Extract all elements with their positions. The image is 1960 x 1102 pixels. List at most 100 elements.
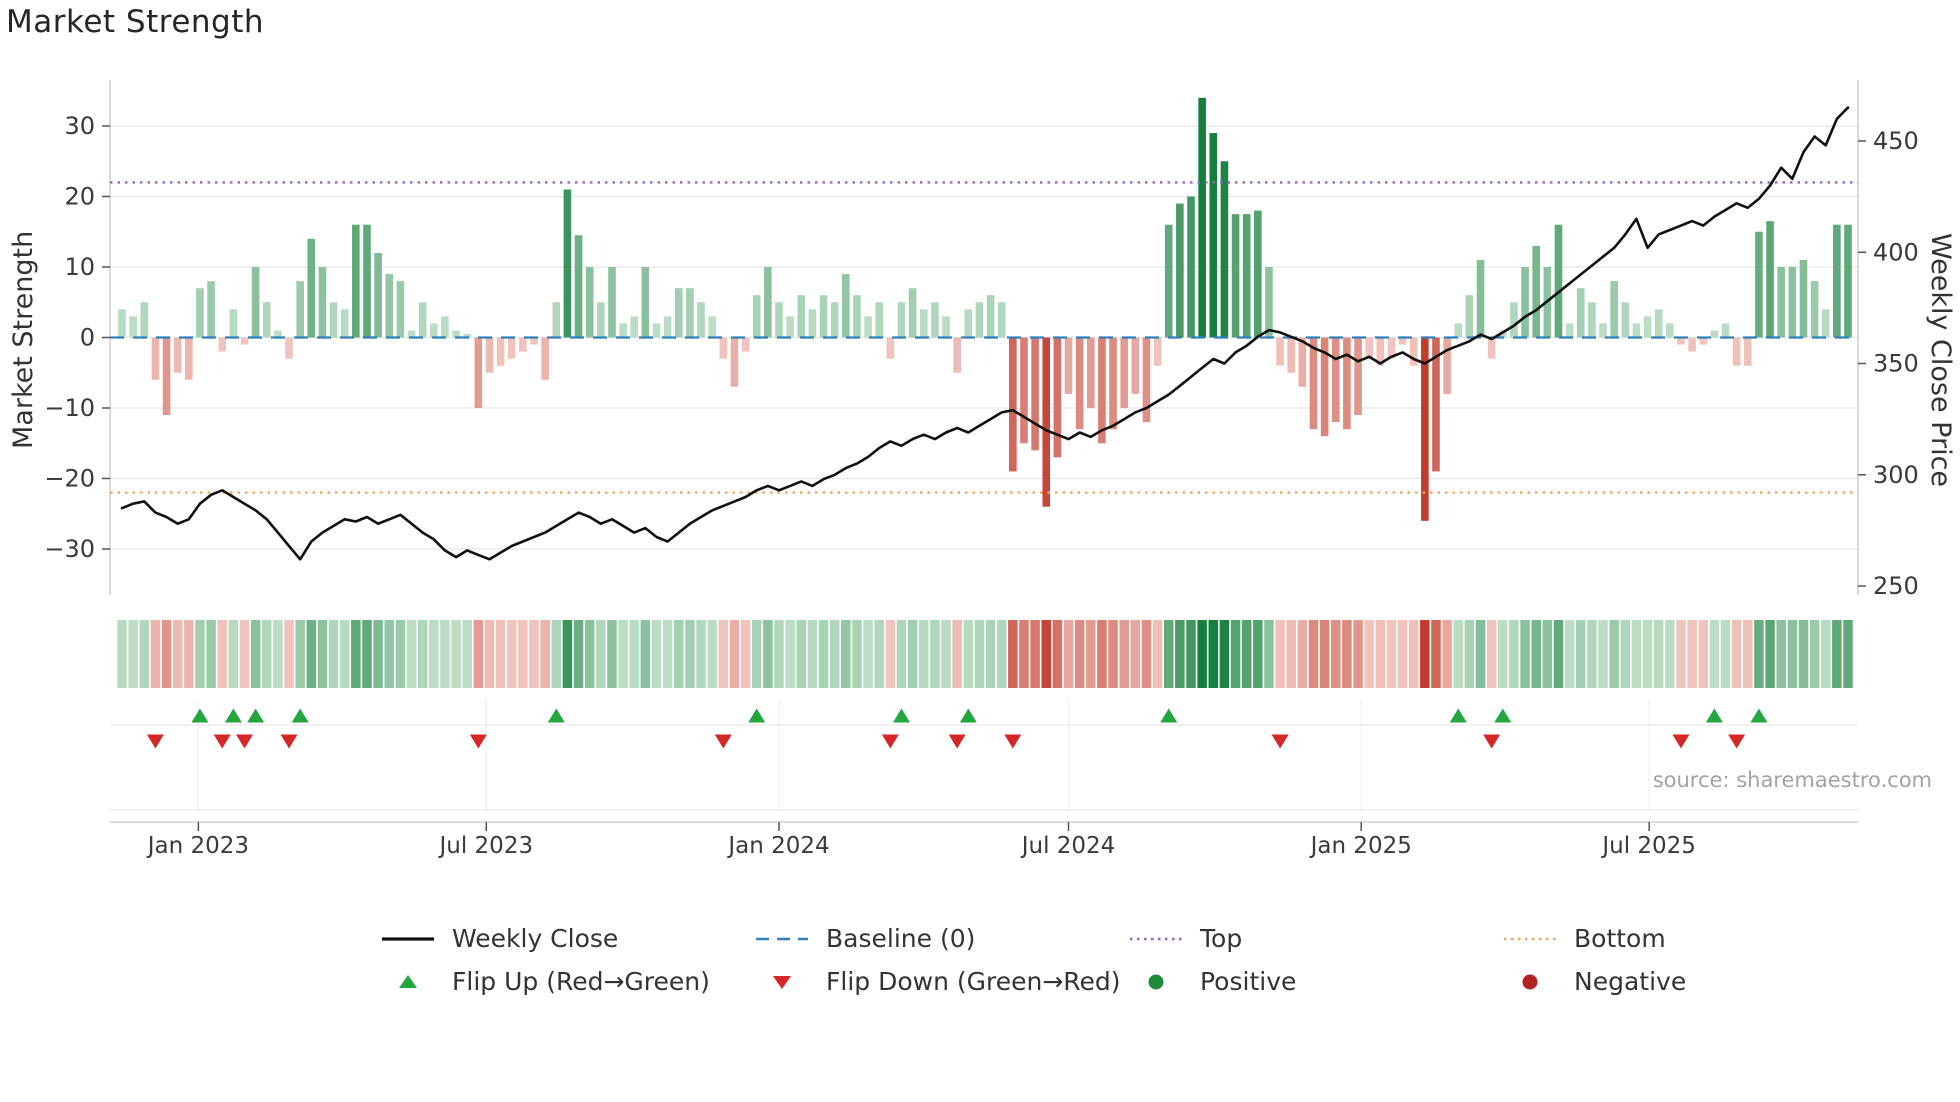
strength-bar [496,337,505,366]
heatmap-cell [863,620,873,688]
strength-bar [1209,133,1218,338]
heatmap-cell [1531,620,1541,688]
heatmap-cell [139,620,150,688]
left-tick-label: 20 [64,183,95,211]
strength-bar [1376,337,1385,366]
strength-bar [597,302,605,338]
heatmap-cell [351,620,361,688]
heatmap-cell [384,620,395,688]
flip-up-marker [892,708,910,723]
strength-bar [274,330,282,338]
x-tick-label: Jul 2025 [1600,833,1696,859]
flip-down-marker [1004,734,1022,749]
strength-bar [396,281,405,338]
x-tick-label: Jul 2023 [437,833,533,859]
strength-bar [285,337,293,359]
legend-item-positive: Positive [1128,967,1502,996]
strength-bar [942,316,950,338]
flip-down-marker [235,734,253,749]
x-tick-label: Jan 2025 [1309,833,1412,859]
legend-item-baseline: Baseline (0) [754,924,1128,953]
heatmap-cell [1698,620,1709,688]
heatmap-cell [941,620,951,688]
strength-bar [1532,245,1541,338]
positive-dot-icon [1148,974,1164,989]
heatmap-cell [841,620,851,688]
right-tick-label: 450 [1873,127,1919,155]
strength-bar [1621,302,1630,338]
strength-bar [1198,97,1206,338]
heatmap-cell [1776,620,1786,688]
heatmap-cell [1743,620,1753,688]
heatmap-cell [629,620,639,688]
strength-bar [485,337,494,373]
heatmap-cell [429,620,439,688]
flip-down-marker [146,734,164,749]
strength-bar [1476,259,1485,338]
heatmap-cell [685,620,695,688]
heatmap-cell [462,620,472,688]
marker-panel-grid [110,700,1858,811]
flip-down-marker [1728,734,1746,749]
strength-bars [118,97,1852,521]
heatmap-cell [1442,620,1452,688]
strength-bar [997,302,1006,338]
strength-bar [919,309,928,338]
heatmap-cell [295,620,305,688]
negative-dot-icon [1522,974,1538,989]
y-axis-labels: 30 20 10 0 −10 −20 −30 450 400 350 300 250 [44,112,1918,600]
strength-bar [931,302,939,338]
strength-bar [1287,337,1296,373]
strength-bar [463,333,471,338]
right-axis-label: Weekly Close Price [1925,232,1956,488]
strength-bar [986,295,995,338]
legend-item-negative: Negative [1502,967,1876,996]
strength-bar [1487,337,1496,359]
strength-bar [1042,337,1051,507]
strength-bar [1499,330,1507,338]
heatmap-cell [1542,620,1553,688]
heatmap-cell [1453,620,1464,688]
strength-bar [1732,337,1741,366]
strength-bar [752,295,761,338]
flip-up-marker [191,708,209,723]
strength-bar [1554,224,1563,338]
heatmap-cell [1498,620,1508,688]
chart-legend: Weekly Close Baseline (0) Top Bottom Fli… [380,924,1876,996]
strength-bar [764,267,772,338]
strength-bar [151,337,160,380]
heatmap-cell [651,620,662,688]
heatmap-cell [1464,620,1475,688]
heatmap-cell [273,620,283,688]
heatmap-cell [317,620,328,688]
strength-bar [1265,267,1273,338]
heatmap-cell [930,620,940,688]
strength-bar [1588,302,1596,338]
flip-up-marker [224,708,242,723]
strength-bar [1164,224,1173,338]
heatmap-cell [261,620,272,688]
strength-bar [118,309,126,338]
heatmap-cell [451,620,461,688]
heatmap-cell [1431,620,1441,688]
heatmap-cell [640,620,651,688]
strength-bar [363,224,371,338]
heatmap-cell [1264,620,1274,688]
strength-bar [374,252,382,338]
strength-bar [530,337,538,345]
heatmap-cell [807,620,818,688]
heatmap-cell [1475,620,1486,688]
strength-bar [507,337,516,359]
heatmap-cell [1798,620,1809,688]
heatmap-cell [395,620,406,688]
strength-bar [1343,337,1351,430]
legend-label-baseline: Baseline (0) [826,924,976,953]
strength-bar [1777,267,1785,338]
left-tick-label: −20 [44,465,95,493]
heatmap-cell [573,620,584,688]
heatmap-cell [1587,620,1597,688]
heatmap-cell [1486,620,1497,688]
heatmap-cell [128,620,138,688]
heatmap-cell [518,620,528,688]
strength-bar [1009,337,1017,472]
